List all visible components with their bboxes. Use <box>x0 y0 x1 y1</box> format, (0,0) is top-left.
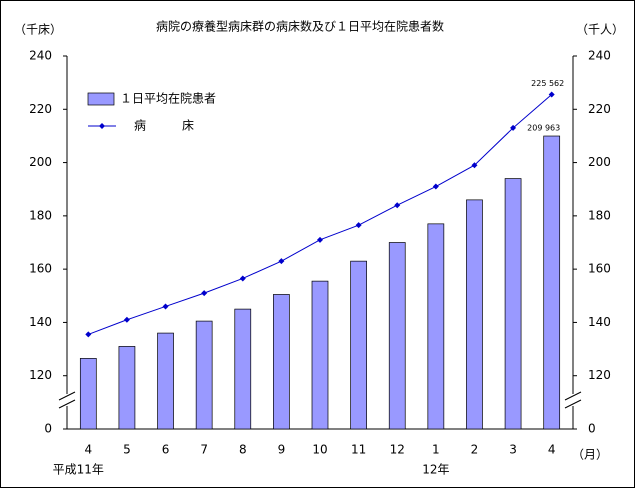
bar <box>427 223 445 430</box>
y2-tick-label: 220 <box>588 102 611 116</box>
x-tick-label: 9 <box>278 443 286 457</box>
x-tick-label: 12 <box>390 443 405 457</box>
bar <box>311 280 329 430</box>
chart-title: 病院の療養型病床群の病床数及び１日平均在院患者数 <box>156 19 444 34</box>
value-label: 225 562 <box>531 79 564 88</box>
x-tick-label: 5 <box>123 443 131 457</box>
legend-label: １日平均在院患者 <box>120 92 216 106</box>
y2-tick-label: 120 <box>588 368 611 382</box>
bar <box>118 346 136 430</box>
bar <box>350 260 367 430</box>
y-tick-label: 180 <box>29 208 52 222</box>
y-tick-label: 160 <box>29 262 52 276</box>
marker <box>317 236 323 243</box>
y2-tick-label: 200 <box>588 155 611 169</box>
category-group: 平成11年 <box>53 463 104 477</box>
marker <box>162 303 169 310</box>
x-tick-label: 4 <box>84 443 92 457</box>
marker <box>201 290 208 297</box>
marker <box>432 183 439 190</box>
y2-axis-label: （千人） <box>576 23 624 37</box>
marker <box>123 316 130 323</box>
marker <box>510 124 517 131</box>
x-tick-label: 2 <box>471 443 479 457</box>
bar <box>388 242 406 430</box>
x-tick-label: 7 <box>200 443 208 457</box>
legend-swatch <box>99 123 105 129</box>
marker <box>278 258 285 265</box>
y2-tick-label: 140 <box>588 315 611 329</box>
marker <box>471 162 478 169</box>
marker <box>548 91 555 98</box>
y2-tick-label: 240 <box>588 49 611 63</box>
x-tick-label: 1 <box>432 443 440 457</box>
y2-tick-label: 160 <box>588 262 611 276</box>
bar <box>273 294 290 430</box>
y-tick-label: 140 <box>29 315 52 329</box>
x-tick-label: 3 <box>509 443 517 457</box>
bar <box>504 178 522 430</box>
marker <box>355 222 362 229</box>
x-tick-label: 11 <box>351 443 366 457</box>
legend-label: 病 床 <box>134 118 194 133</box>
x-tick-label: 4 <box>548 443 556 457</box>
marker <box>394 202 401 209</box>
axis-break <box>564 391 582 409</box>
marker <box>239 275 246 282</box>
y-tick-label: 0 <box>44 422 52 436</box>
marker <box>85 331 92 338</box>
y2-tick-label: 0 <box>588 422 596 436</box>
x-tick-label: 10 <box>312 443 327 457</box>
legend-swatch <box>87 92 115 106</box>
value-label: 209 963 <box>527 124 560 133</box>
y-tick-label: 200 <box>29 155 52 169</box>
category-group: 12年 <box>422 463 449 477</box>
y2-tick-label: 180 <box>588 208 611 222</box>
x-tick-label: 6 <box>162 443 170 457</box>
bar <box>195 320 213 430</box>
bar <box>234 308 252 430</box>
bar <box>157 332 174 430</box>
y-tick-label: 240 <box>29 49 52 63</box>
x-tick-label: 8 <box>239 443 247 457</box>
y-tick-label: 220 <box>29 102 52 116</box>
bar <box>79 358 97 430</box>
bar <box>466 199 483 430</box>
x-unit: （月） <box>572 448 608 462</box>
bar <box>543 135 561 430</box>
y-tick-label: 120 <box>29 368 52 382</box>
y-axis-label: （千床） <box>14 23 62 37</box>
axis-break <box>58 391 76 409</box>
